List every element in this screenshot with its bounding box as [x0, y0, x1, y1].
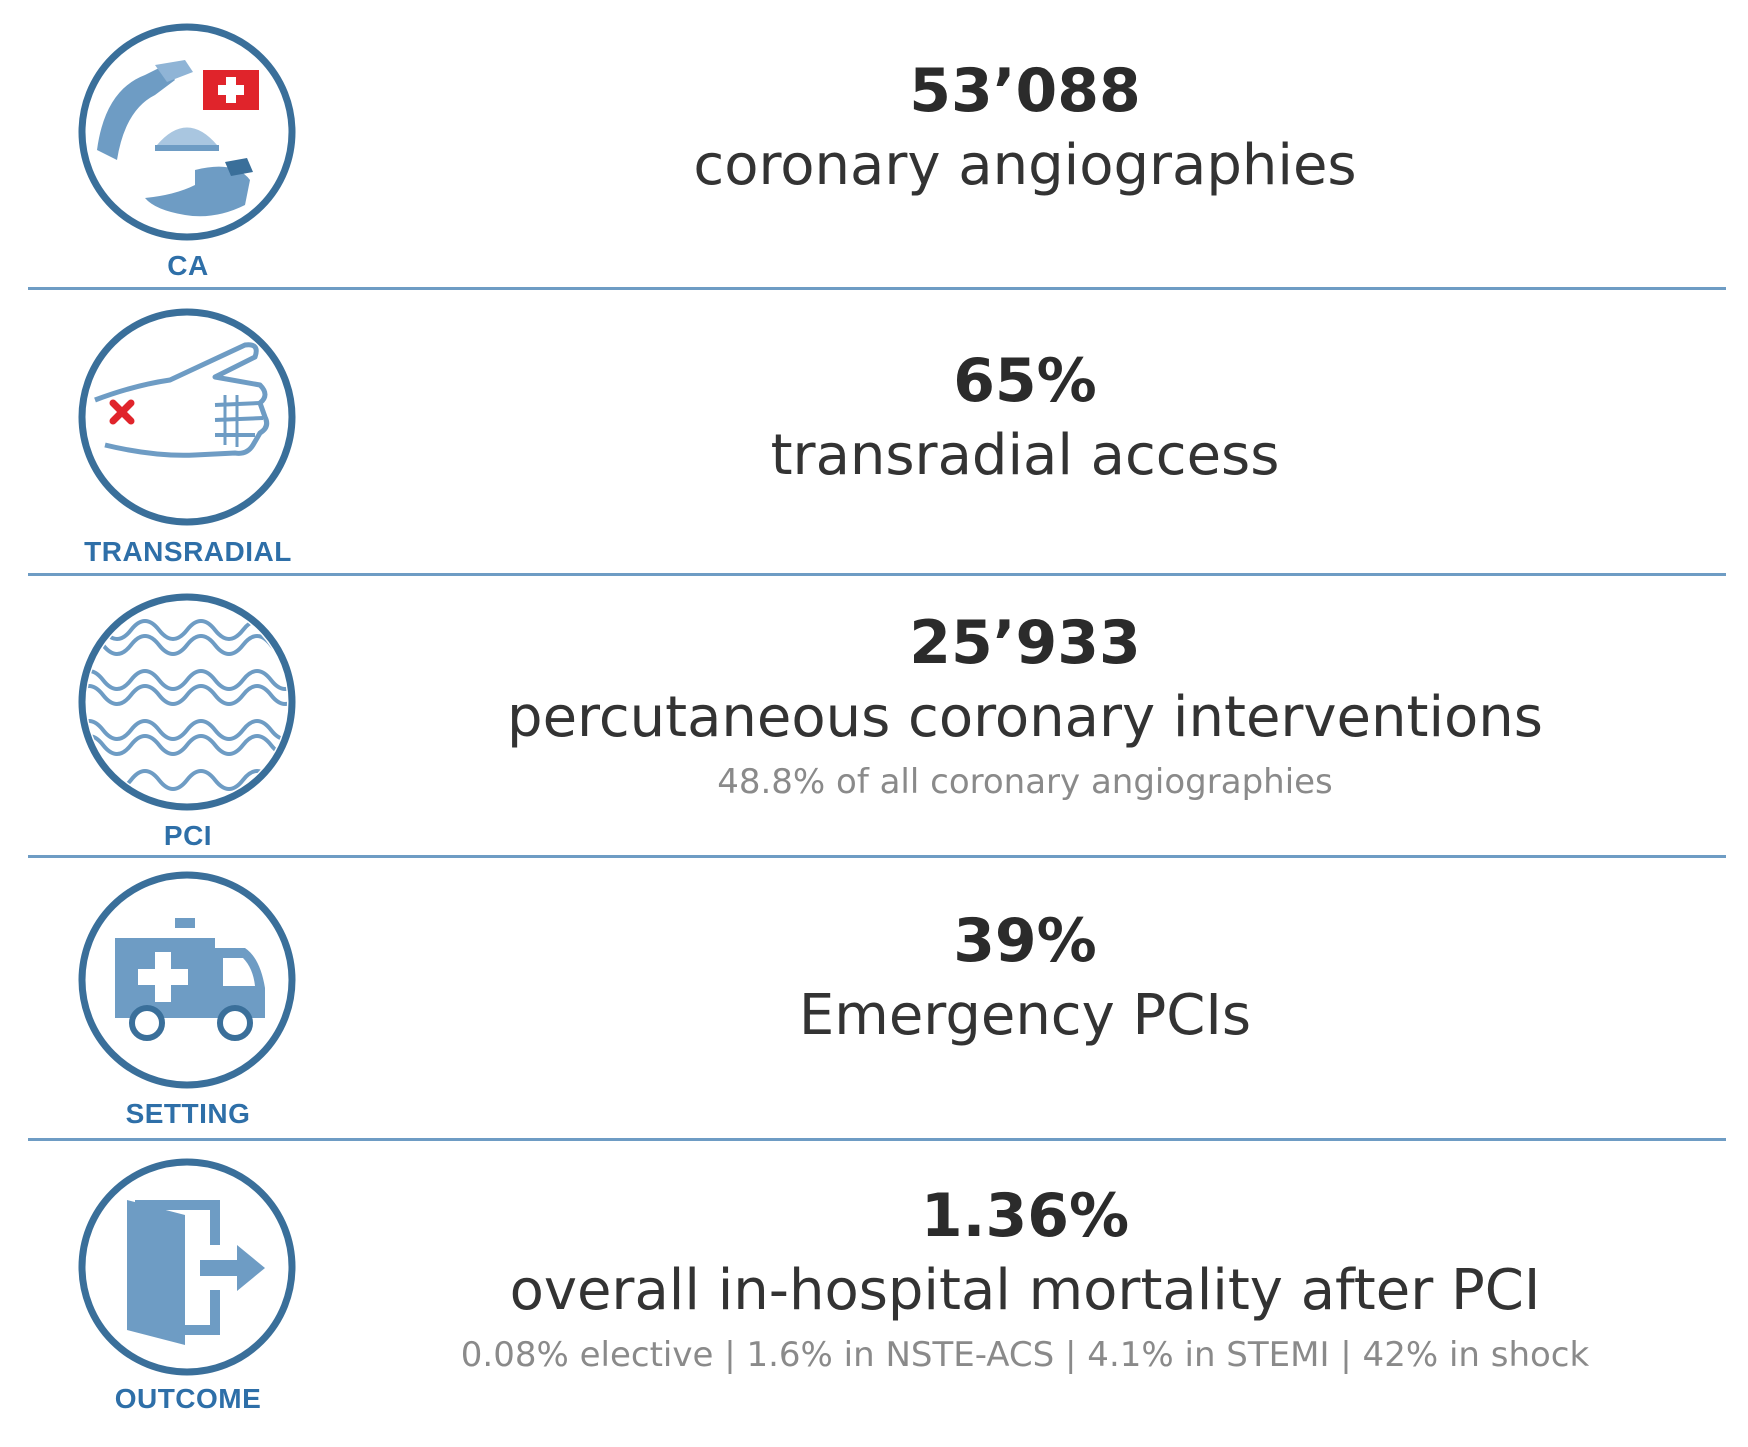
stat-text: 1.36% overall in-hospital mortality afte… [380, 1180, 1670, 1380]
icon-label: PCI [163, 820, 213, 851]
stat-text: 39% Emergency PCIs [380, 905, 1670, 1055]
stat-value: 1.36% [920, 1181, 1130, 1251]
exit-door-icon [75, 1155, 300, 1380]
stat-value: 65% [953, 346, 1097, 416]
icon-label: TRANSRADIAL [84, 536, 292, 567]
stat-value: 53’088 [909, 56, 1141, 126]
stat-description: percutaneous coronary interventions [507, 685, 1543, 750]
divider [28, 573, 1726, 576]
divider [28, 1138, 1726, 1141]
hand-wrist-icon [75, 305, 300, 530]
stat-note: 48.8% of all coronary angiographies [717, 762, 1333, 802]
stat-description: transradial access [770, 423, 1280, 488]
angiography-hands-icon [75, 20, 300, 245]
divider [28, 287, 1726, 290]
icon-label: SETTING [125, 1098, 251, 1129]
icon-label: CA [167, 250, 209, 281]
stent-icon [75, 590, 300, 815]
stat-text: 65% transradial access [380, 345, 1670, 495]
stat-description: overall in-hospital mortality after PCI [509, 1258, 1541, 1323]
icon-label: OUTCOME [114, 1383, 262, 1414]
stat-text: 53’088 coronary angiographies [380, 55, 1670, 205]
ambulance-icon [75, 868, 300, 1093]
stat-value: 39% [953, 906, 1097, 976]
stat-value: 25’933 [909, 608, 1141, 678]
divider [28, 855, 1726, 858]
stat-description: coronary angiographies [693, 133, 1357, 198]
stat-text: 25’933 percutaneous coronary interventio… [380, 607, 1670, 807]
stat-note: 0.08% elective | 1.6% in NSTE-ACS | 4.1%… [460, 1335, 1590, 1375]
stat-description: Emergency PCIs [798, 983, 1252, 1048]
